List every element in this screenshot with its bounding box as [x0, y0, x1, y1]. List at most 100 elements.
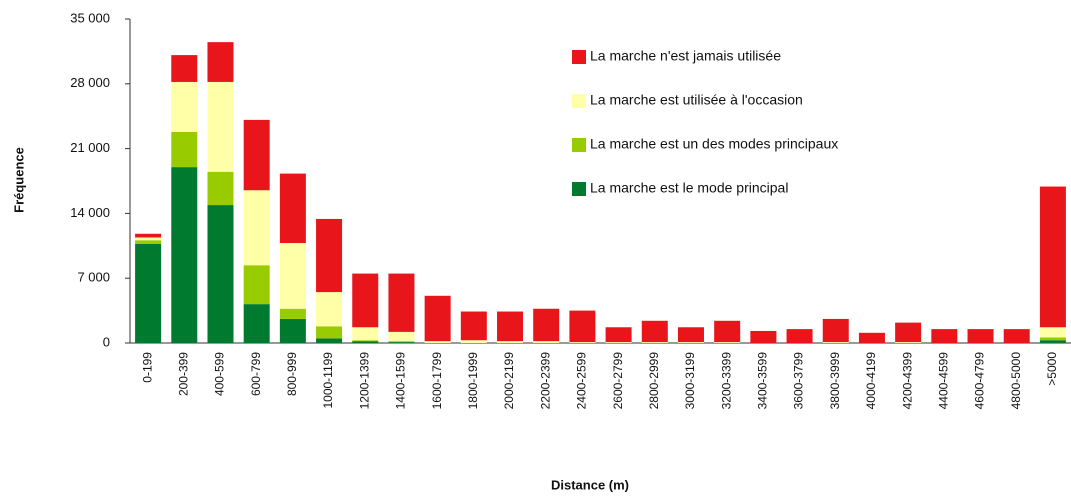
bar-segment [243, 190, 270, 266]
x-tick-label: 2400-2599 [575, 352, 589, 410]
bar-segment [641, 342, 668, 343]
bar-segment [569, 310, 596, 343]
bar-segment [316, 218, 343, 293]
bar-segment [677, 327, 704, 343]
x-tick-label: 4800-5000 [1009, 352, 1023, 410]
bar-segment [895, 322, 922, 343]
x-tick-label: 4200-4399 [900, 352, 914, 410]
bar-segment [279, 173, 306, 244]
bar-segment [460, 340, 487, 343]
bar-segment [641, 320, 668, 343]
x-tick-label: 3200-3399 [719, 352, 733, 410]
bar-segment [243, 265, 270, 305]
bar-segment [786, 329, 813, 343]
bar-segment [388, 273, 415, 332]
bar-segment [569, 342, 596, 343]
legend-swatch [572, 50, 586, 64]
x-tick-label: 200-399 [176, 352, 190, 396]
x-tick-label: 600-799 [249, 352, 263, 396]
x-tick-label: 3800-3999 [828, 352, 842, 410]
bar-segment [714, 342, 741, 343]
bar-segment [1039, 337, 1066, 341]
bar-segment [135, 243, 162, 343]
bar-segment [279, 243, 306, 309]
bar-segment [895, 342, 922, 343]
y-axis-label: Fréquence [11, 147, 26, 213]
x-tick-label: 1200-1399 [357, 352, 371, 410]
x-tick-label: 800-999 [285, 352, 299, 396]
bar-segment [279, 308, 306, 319]
y-tick-label: 0 [103, 334, 110, 349]
bar-segment [207, 42, 234, 82]
legend-swatch [572, 138, 586, 152]
x-tick-label: 2200-2399 [538, 352, 552, 410]
y-tick-label: 7 000 [77, 270, 110, 285]
bar-segment [497, 341, 524, 343]
bar-segment [533, 308, 560, 342]
bar-segment [316, 338, 343, 343]
legend-label: La marche est le mode principal [590, 180, 788, 196]
bar-segment [243, 304, 270, 343]
x-tick-label: >5000 [1045, 352, 1059, 386]
x-tick-label: 3600-3799 [792, 352, 806, 410]
x-tick-label: 3000-3199 [683, 352, 697, 410]
bar-segment [388, 341, 415, 343]
bar-segment [279, 318, 306, 343]
x-tick-label: 4000-4199 [864, 352, 878, 410]
legend-swatch [572, 94, 586, 108]
bar-segment [858, 332, 885, 343]
legend-label: La marche est utilisée à l'occasion [590, 92, 803, 108]
y-tick-label: 28 000 [70, 75, 110, 90]
bar-segment [424, 341, 451, 343]
bar-segment [171, 131, 198, 168]
x-tick-label: 1600-1799 [430, 352, 444, 410]
x-tick-label: 2000-2199 [502, 352, 516, 410]
bar-segment [135, 240, 162, 244]
x-tick-label: 0-199 [140, 352, 154, 383]
bar-segment [135, 233, 162, 238]
x-axis-label: Distance (m) [551, 477, 629, 492]
bar-segment [207, 205, 234, 343]
bar-segment [171, 55, 198, 82]
bar-segment [497, 311, 524, 342]
bar-segment [605, 327, 632, 343]
bar-segment [388, 331, 415, 342]
bar-segment [1039, 340, 1066, 343]
bar-segment [931, 329, 958, 343]
bar-segment [967, 329, 994, 343]
bar-segment [750, 330, 777, 343]
bar-segment [1039, 327, 1066, 338]
x-tick-label: 3400-3599 [756, 352, 770, 410]
bar-segment [207, 171, 234, 206]
x-tick-label: 2800-2999 [647, 352, 661, 410]
bar-segment [605, 342, 632, 343]
x-tick-label: 4400-4599 [936, 352, 950, 410]
bar-segment [316, 292, 343, 327]
legend-label: La marche est un des modes principaux [590, 136, 838, 152]
x-tick-label: 400-599 [213, 352, 227, 396]
x-tick-label: 1800-1999 [466, 352, 480, 410]
x-tick-label: 1000-1199 [321, 352, 335, 409]
bar-segment [352, 341, 379, 343]
bar-segment [316, 326, 343, 339]
bar-segment [1003, 329, 1030, 343]
bar-segment [714, 320, 741, 343]
y-tick-label: 14 000 [70, 205, 110, 220]
bar-segment [822, 318, 849, 343]
bar-segment [1039, 186, 1066, 328]
x-tick-label: 4600-4799 [973, 352, 987, 410]
bar-segment [207, 81, 234, 172]
bar-segment [243, 119, 270, 191]
bar-segment [135, 237, 162, 241]
bar-segment [460, 311, 487, 341]
y-tick-label: 21 000 [70, 140, 110, 155]
bar-segment [171, 167, 198, 343]
legend-label: La marche n'est jamais utilisée [590, 48, 781, 64]
bar-segment [352, 340, 379, 342]
bar-segment [171, 81, 198, 132]
bar-segment [822, 342, 849, 343]
y-tick-label: 35 000 [70, 10, 110, 25]
bar-segment [424, 295, 451, 342]
bar-segment [677, 342, 704, 343]
